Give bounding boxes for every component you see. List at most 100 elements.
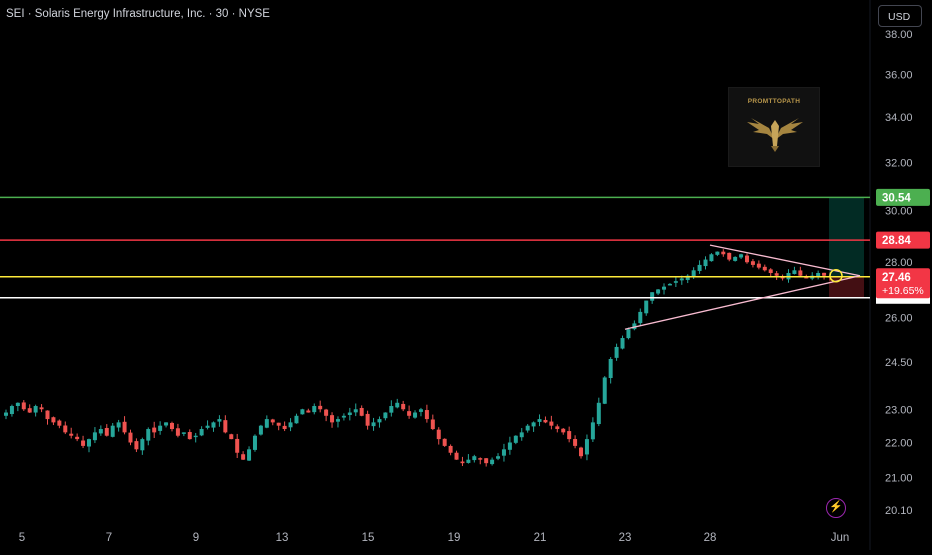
candle-body — [679, 278, 684, 281]
candle-body — [140, 439, 145, 451]
candle-body — [27, 408, 32, 413]
position-profit-zone — [829, 197, 864, 277]
candle-body — [116, 422, 121, 428]
x-tick-label: 5 — [19, 532, 25, 544]
candle-body — [69, 433, 74, 436]
candle-body — [164, 422, 169, 426]
candle-body — [555, 426, 560, 430]
candle-body — [579, 447, 584, 457]
candle-body — [63, 425, 68, 433]
y-tick-label: 23.00 — [885, 404, 913, 416]
candle-body — [306, 410, 311, 413]
candle-body — [466, 459, 471, 463]
y-tick-label: 21.00 — [885, 472, 913, 484]
candle-body — [389, 406, 394, 413]
candle-body — [81, 440, 86, 446]
candle-body — [152, 427, 157, 433]
y-tick-label: 32.00 — [885, 157, 913, 169]
y-tick-label: 24.50 — [885, 357, 913, 369]
candle-body — [158, 425, 163, 431]
candle-body — [519, 432, 524, 438]
candle-body — [685, 275, 690, 281]
resistance-price-badge-bg — [876, 231, 930, 249]
candle-body — [703, 259, 708, 267]
trendline-upper — [709, 244, 861, 277]
candle-body — [312, 406, 317, 413]
candle-body — [436, 429, 441, 440]
candle-body — [341, 415, 346, 418]
position-loss-zone — [829, 276, 864, 298]
candle-body — [549, 421, 554, 426]
candle-body — [353, 409, 358, 413]
resistance-price-badge: 28.84 — [882, 235, 911, 247]
candle-body — [365, 413, 370, 426]
currency-button[interactable]: USD — [878, 5, 922, 27]
candle-body — [602, 377, 607, 404]
candle-body — [573, 438, 578, 446]
candle-body — [347, 412, 352, 415]
candle-body — [662, 286, 667, 290]
candle-body — [413, 412, 418, 418]
candle-body — [697, 264, 702, 271]
candle-body — [288, 422, 293, 428]
support-price-badge — [876, 293, 930, 304]
candle-body — [122, 421, 127, 433]
candle-body — [733, 256, 738, 261]
candle-body — [691, 270, 696, 278]
candle-body — [223, 420, 228, 433]
candle-body — [501, 449, 506, 456]
candle-body — [401, 403, 406, 410]
candle-body — [300, 409, 305, 415]
candle-body — [792, 270, 797, 274]
candle-body — [721, 251, 726, 255]
candle-body — [128, 432, 133, 443]
candle-body — [241, 454, 246, 460]
x-tick-label: 13 — [276, 532, 289, 544]
candle-body — [507, 442, 512, 450]
candle-body — [270, 419, 275, 423]
candle-body — [199, 429, 204, 436]
candle-body — [407, 411, 412, 416]
candle-body — [650, 292, 655, 301]
candle-body — [822, 272, 827, 276]
candle-body — [768, 269, 773, 273]
candle-body — [584, 439, 589, 455]
candle-body — [543, 419, 548, 423]
candle-body — [715, 251, 720, 255]
current-price-badge-change: +19.65% — [882, 285, 924, 297]
candle-body — [9, 406, 14, 415]
candle-body — [798, 270, 803, 276]
candle-body — [608, 359, 613, 379]
candle-body — [418, 409, 423, 412]
candle-body — [816, 272, 821, 278]
x-tick-label: Jun — [831, 532, 850, 544]
candle-body — [626, 329, 631, 339]
lightning-icon[interactable]: ⚡ — [826, 498, 846, 518]
candle-body — [86, 439, 91, 447]
candle-body — [774, 273, 779, 276]
x-tick-label: 19 — [448, 532, 461, 544]
candle-body — [638, 311, 643, 324]
candle-body — [211, 422, 216, 428]
candle-body — [181, 432, 186, 434]
candle-body — [673, 281, 678, 283]
y-tick-label: 26.00 — [885, 313, 913, 325]
candle-body — [324, 409, 329, 416]
candle-body — [667, 283, 672, 286]
candle-body — [596, 402, 601, 425]
candle-body — [252, 435, 257, 450]
apex-circle-marker — [829, 268, 843, 283]
candle-body — [478, 458, 483, 460]
candle-body — [276, 422, 281, 426]
candle-body — [484, 458, 489, 464]
candle-body — [51, 417, 56, 423]
candle-body — [75, 436, 80, 440]
candle-body — [490, 459, 495, 465]
candle-body — [513, 435, 518, 443]
candle-body — [39, 407, 44, 410]
candle-body — [454, 452, 459, 460]
candle-body — [371, 422, 376, 427]
candle-body — [590, 422, 595, 440]
